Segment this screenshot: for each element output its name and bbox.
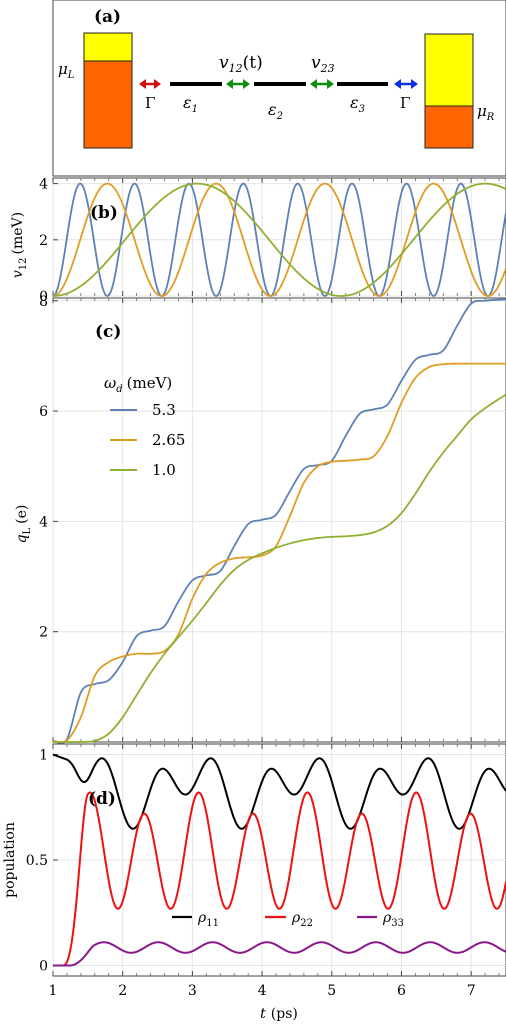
y-tick-label: 6	[39, 404, 48, 420]
gamma-right-label: Γ	[400, 94, 410, 112]
y-tick-label: 4	[39, 514, 48, 530]
gamma-right-arrow	[394, 79, 418, 89]
gamma-left-arrow	[139, 79, 161, 89]
y-tick-label: 1	[39, 748, 48, 764]
y-tick-label: 0	[39, 958, 48, 974]
v23-label: v23	[311, 53, 335, 75]
mu-r-label: μR	[477, 102, 495, 123]
qL-series-2.65	[52, 362, 506, 744]
panel-d-xlabel: t (ps)	[260, 1006, 298, 1022]
legend-label-rho11: ρ11	[197, 910, 219, 929]
x-tick-label: 1	[49, 983, 58, 999]
panel-c: 2 4 6 8 (c) qL(e) ωd (meV) 5.3 2.65 1.0	[14, 294, 506, 745]
panel-d-legend: ρ11 ρ22 ρ33	[172, 910, 404, 929]
panel-c-ylabel: qL(e)	[14, 505, 33, 544]
population-series-rho11	[52, 753, 506, 830]
v12-label: v12(t)	[219, 53, 263, 75]
v12-series-1.0	[52, 182, 506, 297]
y-tick-label: 0	[39, 289, 48, 305]
left-reservoir-empty	[83, 32, 133, 62]
gamma-left-label: Γ	[145, 94, 155, 112]
eps1-label: ε1	[183, 93, 198, 115]
legend-label-1.0: 1.0	[152, 461, 176, 479]
x-tick-label: 3	[188, 983, 197, 999]
eps3-label: ε3	[350, 93, 365, 115]
legend-label-rho33: ρ33	[382, 910, 404, 929]
legend-label-2.65: 2.65	[152, 431, 185, 449]
panel-b-ylabel: v12(meV)	[10, 212, 29, 278]
panel-a: (a) μL μR Γ ε1 v12(t) ε2 v2	[52, 0, 506, 177]
panel-d-ylabel: population	[2, 822, 18, 898]
panel-a-frame	[52, 0, 506, 177]
panel-b: 0 2 4 (b) v12(meV)	[10, 177, 506, 305]
x-tick-label: 7	[467, 983, 476, 999]
panel-c-ticks: 2 4 6 8	[39, 294, 500, 742]
v12-arrow	[226, 79, 250, 89]
legend-label-rho22: ρ22	[291, 910, 313, 929]
panel-d-label: (d)	[88, 789, 116, 809]
v12-series-5.3	[52, 182, 506, 297]
panel-c-lines	[52, 298, 506, 745]
x-tick-label: 6	[397, 983, 406, 999]
population-series-rho22	[52, 791, 506, 967]
right-reservoir-filled	[424, 105, 474, 149]
eps2-label: ε2	[268, 100, 283, 122]
panel-c-label: (c)	[95, 322, 121, 342]
y-tick-label: 2	[39, 625, 48, 641]
x-tick-label: 5	[327, 983, 336, 999]
y-tick-label: 0.5	[26, 853, 48, 869]
qL-series-5.3	[52, 298, 506, 745]
mu-l-label: μL	[58, 60, 75, 81]
y-tick-label: 8	[39, 294, 48, 310]
legend-title: ωd (meV)	[104, 374, 172, 395]
panel-d: 0 0.5 1 1 2 3 4 5 6 7 (d) population t (ps) ρ11 ρ2…	[2, 743, 506, 1022]
panel-b-ticks: 0 2 4	[39, 177, 500, 305]
legend-label-5.3: 5.3	[152, 401, 176, 419]
y-tick-label: 2	[39, 233, 48, 249]
right-reservoir-empty	[424, 33, 474, 107]
qL-series-1.0	[52, 393, 506, 743]
population-series-rho33	[52, 941, 506, 967]
left-reservoir-filled	[83, 60, 133, 149]
v12-series-2.65	[52, 182, 506, 297]
panel-a-label: (a)	[94, 7, 121, 27]
x-tick-label: 4	[258, 983, 267, 999]
panel-b-lines	[52, 182, 506, 297]
x-tick-label: 2	[118, 983, 127, 999]
panel-b-label: (b)	[90, 203, 118, 223]
panel-d-lines	[52, 753, 506, 967]
y-tick-label: 4	[39, 177, 48, 193]
panel-d-grid	[52, 744, 506, 976]
panel-c-legend: ωd (meV) 5.3 2.65 1.0	[104, 374, 185, 479]
v23-arrow	[310, 79, 334, 89]
panel-d-ticks: 0 0.5 1 1 2 3 4 5 6 7	[26, 744, 500, 999]
